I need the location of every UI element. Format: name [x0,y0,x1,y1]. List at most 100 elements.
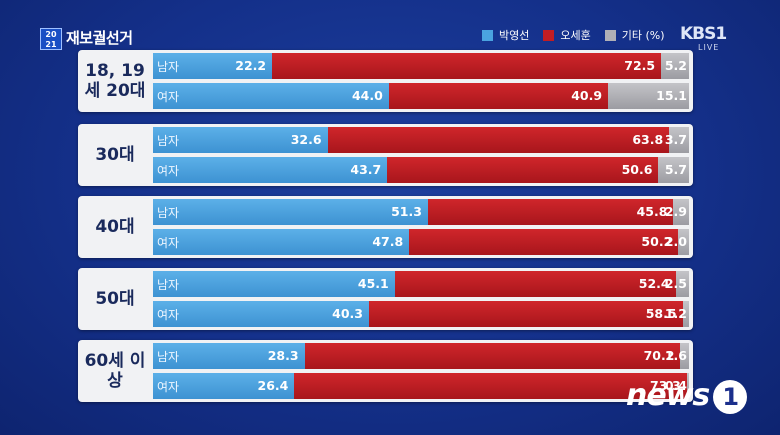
bar-segment-red: 73.3 [294,373,687,399]
bar-segment-gray: 5.7 [658,157,689,183]
legend-item-0: 박영선 [482,27,529,43]
gender-label: 남자 [157,60,180,74]
bar-segment-blue: 40.3 [153,301,369,327]
stacked-bar: 여자 47.8 50.2 2.0 [153,229,689,255]
age-group-label: 40대 [95,217,135,237]
bar-segment-gray: 5.2 [661,53,689,79]
bar-segment-blue: 22.2 [153,53,273,79]
stacked-bar: 남자 22.2 72.5 5.2 [153,53,689,79]
age-group-label: 30대 [95,145,135,165]
gender-label: 남자 [157,206,180,220]
data-label: 28.3 [267,348,299,363]
bar-segment-red: 72.5 [272,53,662,79]
data-label: 26.4 [257,378,289,393]
age-group-label: 60세 이상 [84,351,146,391]
data-label: 2.0 [664,234,687,249]
data-label: 44.0 [351,88,383,103]
bar-segment-red: 50.2 [409,229,679,255]
age-group-panel: 18, 19세 20대 남자 22.2 72.5 5.2 여자 44.0 40.9 15.1 [78,50,693,112]
bar-segment-gray: 15.1 [608,83,689,109]
stacked-bar: 여자 40.3 58.5 1.2 [153,301,689,327]
news1-watermark: news 1 [626,378,748,414]
age-group-panel: 40대 남자 51.3 45.8 2.9 여자 47.8 50.2 2.0 [78,196,693,258]
gender-label: 남자 [157,350,180,364]
stacked-bar: 여자 26.4 73.3 0.4 [153,373,689,399]
data-label: 2.9 [664,204,687,219]
election-logo-text: 20 21 [45,30,57,49]
bar-segment-gray: 3.7 [665,127,689,153]
bar-segment-gray: 2.0 [665,229,689,255]
data-label: 52.4 [638,276,670,291]
stacked-bar: 여자 43.7 50.6 5.7 [153,157,689,183]
legend-item-1: 오세훈 [543,27,591,43]
legend-swatch-1 [543,29,555,41]
data-label: 5.2 [664,58,687,73]
bar-segment-blue: 47.8 [153,229,410,255]
bar-segment-blue: 26.4 [153,373,295,399]
stacked-bar: 남자 28.3 70.2 1.6 [153,343,689,369]
data-label: 0.4 [664,378,687,393]
stacked-bar: 여자 44.0 40.9 15.1 [153,83,689,109]
bar-segment-red: 58.5 [369,301,683,327]
age-group-label: 18, 19세 20대 [84,61,146,101]
gender-label: 남자 [157,134,180,148]
data-label: 5.7 [664,162,687,177]
data-label: 22.2 [235,58,267,73]
age-group-panel: 50대 남자 45.1 52.4 2.5 여자 40.3 58.5 1.2 [78,268,693,330]
bar-segment-blue: 32.6 [153,127,328,153]
data-label: 51.3 [391,204,422,219]
data-label: 58.5 [645,306,677,321]
legend-label-0: 박영선 [499,29,530,42]
age-group-label: 50대 [95,289,135,309]
data-label: 70.2 [643,348,675,363]
data-label: 2.5 [664,276,687,291]
data-label: 1.2 [664,306,687,321]
gender-label: 남자 [157,278,180,292]
bar-segment-red: 63.8 [327,127,670,153]
bar-segment-blue: 28.3 [153,343,305,369]
legend-swatch-2 [604,29,616,41]
chart-legend: 박영선 오세훈 기타 (%) [482,27,679,43]
data-label: 40.3 [332,306,363,321]
data-label: 43.7 [350,162,382,177]
bar-segment-blue: 44.0 [153,83,389,109]
legend-swatch-0 [482,29,493,41]
bar-segment-gray: 1.2 [665,301,689,327]
legend-label-2: 기타 (%) [621,29,665,42]
data-label: 47.8 [372,234,404,249]
data-label: 72.5 [624,58,656,73]
bar-segment-blue: 43.7 [153,157,388,183]
bar-segment-red: 40.9 [388,83,609,109]
bar-segment-red: 50.6 [387,157,659,183]
bar-segment-red: 52.4 [394,271,676,297]
data-label: 50.2 [641,234,673,249]
channel-logo: KBS1 [680,24,727,44]
data-label: 15.1 [656,88,687,103]
bar-segment-gray: 1.6 [665,343,689,369]
legend-item-2: 기타 (%) [604,27,665,43]
data-label: 73.3 [650,378,681,393]
gender-label: 여자 [157,308,180,322]
bar-segment-blue: 45.1 [153,271,395,297]
age-group-panel: 60세 이상 남자 28.3 70.2 1.6 여자 26.4 73.3 0.4 [78,340,693,402]
bar-segment-red: 45.8 [427,199,674,225]
data-label: 63.8 [632,132,664,147]
bar-segment-gray: 0.4 [665,373,689,399]
data-label: 50.6 [621,162,653,177]
watermark-text: news [626,378,710,413]
data-label: 1.6 [664,348,687,363]
stacked-bar: 남자 45.1 52.4 2.5 [153,271,689,297]
data-label: 45.1 [357,276,389,291]
age-group-panel: 30대 남자 32.6 63.8 3.7 여자 43.7 50.6 5.7 [78,124,693,186]
bar-segment-gray: 2.5 [665,271,689,297]
gender-label: 여자 [157,164,180,178]
legend-label-1: 오세훈 [560,29,591,42]
data-label: 3.7 [664,132,687,147]
data-label: 45.8 [636,204,668,219]
watermark-badge: 1 [713,379,748,414]
election-logo: 20 21 [40,28,62,50]
channel-live-label: LIVE [698,43,720,52]
data-label: 32.6 [290,132,322,147]
bar-segment-red: 70.2 [304,343,681,369]
bar-segment-blue: 51.3 [153,199,428,225]
